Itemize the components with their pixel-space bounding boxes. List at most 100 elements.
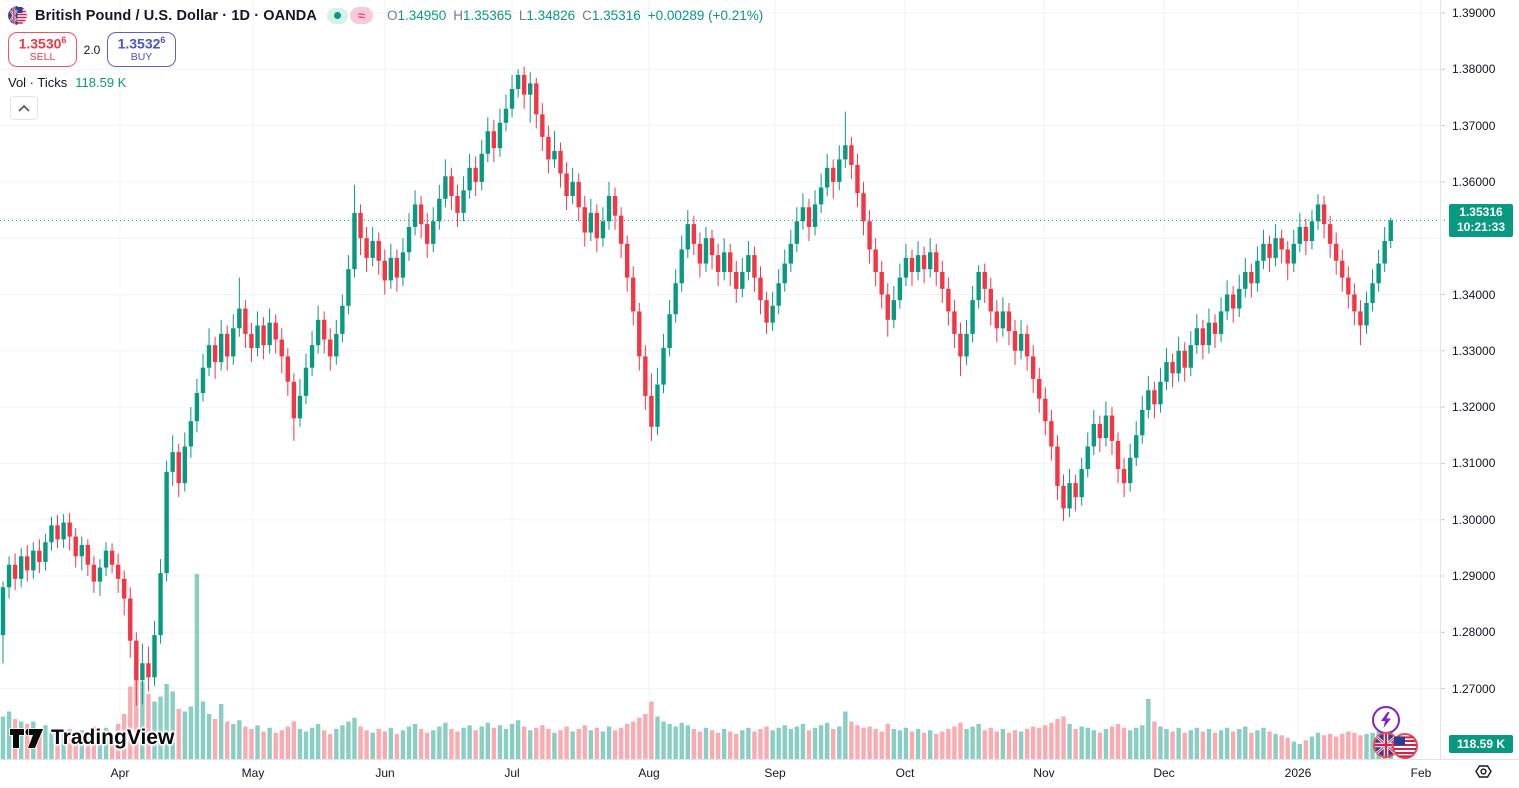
volume-bar [649, 701, 654, 759]
candle-body [370, 241, 375, 258]
candle-body [1031, 356, 1036, 379]
instrument-flags-button[interactable] [1372, 731, 1420, 759]
volume-bar [861, 727, 866, 759]
candle-body [206, 345, 212, 368]
candle-body [309, 345, 315, 368]
candle-body [800, 207, 806, 222]
candle-body [697, 243, 703, 264]
market-open-dot-icon [333, 12, 341, 19]
tradingview-watermark[interactable]: TradingView [8, 722, 174, 754]
candle-body [152, 635, 157, 678]
candle-body [243, 308, 248, 334]
volume-bar [885, 724, 890, 759]
candle-body [1206, 322, 1212, 346]
volume-bar [976, 724, 981, 759]
volume-bar [1255, 730, 1260, 759]
volume-bar [449, 729, 454, 759]
volume-bar [618, 727, 624, 759]
volume-bar [728, 731, 733, 759]
candle-body [1364, 302, 1369, 326]
candle-body [1127, 457, 1133, 484]
tradingview-logo-icon [9, 727, 45, 749]
volume-bar [237, 720, 242, 759]
candle-body [946, 288, 951, 312]
price-axis-border [1440, 0, 1441, 759]
price-tick-label: 1.27000 [1452, 681, 1496, 696]
candle-body [43, 542, 48, 562]
volume-bar [170, 691, 175, 759]
candle-body [643, 356, 648, 396]
high-label: H [453, 8, 464, 23]
volume-bar [55, 727, 60, 759]
volume-bar [528, 730, 533, 759]
candle-body [346, 269, 351, 306]
candle-body [952, 311, 957, 334]
volume-bar [467, 725, 472, 759]
volume-bar [703, 727, 709, 759]
candle-body [1073, 483, 1078, 498]
candle-body [770, 305, 775, 323]
volume-bar [770, 730, 775, 759]
approx-data-icon[interactable]: ≈ [349, 7, 373, 24]
volume-bar [855, 725, 860, 759]
sell-button[interactable]: 1.35306 SELL [8, 32, 77, 67]
candle-body [231, 328, 236, 357]
price-tick-label: 1.28000 [1452, 625, 1496, 640]
chevron-up-icon [18, 104, 30, 112]
candle-body [297, 395, 303, 419]
candle-body [661, 347, 666, 385]
candle-body [291, 381, 297, 419]
candle-body [1315, 204, 1321, 222]
candle-body [115, 564, 121, 579]
candle-body [1285, 249, 1290, 264]
volume-bar [1176, 727, 1181, 759]
candle-body [582, 207, 587, 233]
volume-bar [461, 727, 466, 759]
volume-bar [1346, 731, 1351, 759]
candle-body [570, 181, 575, 196]
last-price-value: 1.35316 [1459, 204, 1503, 219]
volume-bar [655, 716, 660, 759]
candle-body [709, 238, 715, 256]
candle-body [546, 136, 551, 160]
price-tick-label: 1.31000 [1452, 456, 1496, 471]
collapse-pane-button[interactable] [10, 96, 38, 120]
candle-body [485, 131, 490, 154]
volume-bar [134, 674, 139, 759]
candle-body [437, 198, 442, 222]
candle-body [1170, 362, 1175, 374]
price-tick-label: 1.37000 [1452, 118, 1496, 133]
volume-bar [824, 722, 830, 759]
usd-flag-icon [1392, 733, 1418, 759]
volume-bar [291, 721, 297, 759]
volume-bar [1243, 726, 1248, 759]
last-price-badge: 1.35316 10:21:33 [1449, 203, 1513, 237]
volume-bar [782, 725, 787, 759]
volume-bar [188, 706, 194, 759]
candle-body [1055, 446, 1060, 486]
candle-body [140, 663, 145, 681]
volume-bar [25, 724, 30, 759]
candle-body [1382, 241, 1387, 264]
candle-body [776, 283, 781, 306]
sell-price: 1.3530 [18, 35, 62, 52]
symbol-title[interactable]: British Pound / U.S. Dollar · 1D · OANDA [35, 7, 317, 24]
volume-bar [261, 731, 266, 759]
market-status-icon[interactable] [326, 7, 348, 24]
volume-bar [406, 726, 412, 759]
candle-body [491, 131, 497, 149]
candle-body [158, 573, 163, 636]
candle-body [55, 525, 60, 540]
price-tick-label: 1.39000 [1452, 6, 1496, 20]
indicator-legend[interactable]: Vol · Ticks 118.59 K [8, 75, 126, 90]
instant-order-button[interactable] [1372, 706, 1400, 734]
candle-body [170, 452, 175, 472]
volume-bar [788, 729, 793, 759]
volume-bar [1152, 721, 1157, 759]
axis-settings-button[interactable] [1472, 760, 1494, 782]
candle-body [103, 550, 109, 568]
buy-button[interactable]: 1.35326 BUY [107, 32, 176, 67]
candle-body [61, 522, 66, 540]
volume-bar [285, 726, 291, 759]
